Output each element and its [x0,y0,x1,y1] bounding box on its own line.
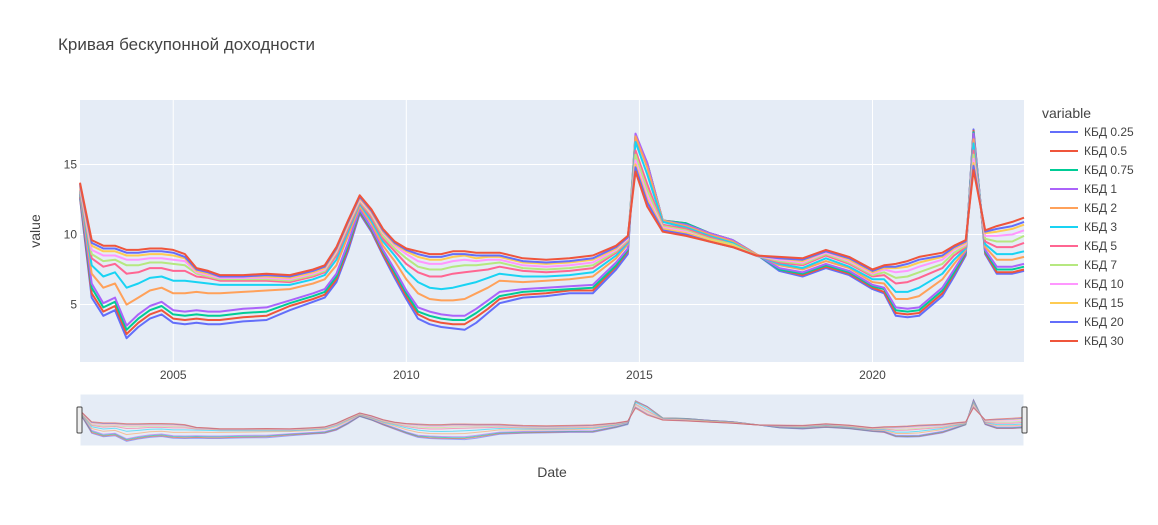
series-line [79,132,1025,327]
series-line [79,128,1025,340]
x-axis-title: Date [537,464,567,480]
legend-label: КБД 0.5 [1084,144,1127,158]
legend-item[interactable]: КБД 10 [1050,277,1124,291]
legend: КБД 0.25 КБД 0.5 КБД 0.75 КБД 1 КБД 2 КБД 3 КБ… [1050,125,1134,348]
y-tick-label: 15 [64,157,78,171]
range-slider-series-line [79,401,1025,433]
legend-title: variable [1042,105,1091,121]
range-slider-left-handle[interactable] [76,406,83,434]
legend-item[interactable]: КБД 2 [1050,201,1117,215]
legend-label: КБД 3 [1084,220,1117,234]
x-axis-ticks: 2005 2010 2015 2020 [160,368,886,382]
series-line [79,129,1025,335]
range-slider-series-line [79,407,1025,430]
legend-label: КБД 1 [1084,182,1117,196]
legend-label: КБД 20 [1084,315,1124,329]
x-tick-label: 2015 [626,368,653,382]
series-line [79,149,1025,285]
legend-item[interactable]: КБД 1 [1050,182,1117,196]
x-tick-label: 2005 [160,368,187,382]
series-line [79,162,1025,279]
series-line [79,169,1025,277]
plot-area [80,100,1024,362]
range-slider-right-handle[interactable] [1021,406,1028,434]
y-axis-title: value [27,214,43,248]
series-line [79,164,1025,278]
legend-label: КБД 7 [1084,258,1117,272]
range-slider-series-line [79,400,1025,436]
legend-item[interactable]: КБД 5 [1050,239,1117,253]
legend-label: КБД 15 [1084,296,1124,310]
legend-label: КБД 0.25 [1084,125,1134,139]
legend-item[interactable]: КБД 20 [1050,315,1124,329]
legend-label: КБД 5 [1084,239,1117,253]
legend-label: КБД 2 [1084,201,1117,215]
x-tick-label: 2010 [393,368,420,382]
series-line [79,141,1025,293]
legend-item[interactable]: КБД 30 [1050,334,1124,348]
x-tick-label: 2020 [859,368,886,382]
series-lines [79,128,1025,340]
legend-item[interactable]: КБД 3 [1050,220,1117,234]
range-slider-preview [79,398,1025,442]
legend-label: КБД 0.75 [1084,163,1134,177]
legend-label: КБД 10 [1084,277,1124,291]
legend-item[interactable]: КБД 0.25 [1050,125,1134,139]
y-tick-label: 5 [70,298,77,312]
chart-title: Кривая бескупонной доходности [58,35,315,54]
series-line [79,135,1025,306]
y-tick-label: 10 [64,228,78,242]
series-line [79,157,1025,281]
series-line [79,153,1025,282]
range-slider-series-line [79,398,1025,441]
series-line [79,131,1025,331]
legend-label: КБД 30 [1084,334,1124,348]
range-slider-series-line [79,399,1025,440]
legend-item[interactable]: КБД 7 [1050,258,1117,272]
legend-item[interactable]: КБД 0.5 [1050,144,1127,158]
y-axis-ticks: 5 10 15 [64,157,78,311]
legend-item[interactable]: КБД 0.75 [1050,163,1134,177]
legend-item[interactable]: КБД 15 [1050,296,1124,310]
